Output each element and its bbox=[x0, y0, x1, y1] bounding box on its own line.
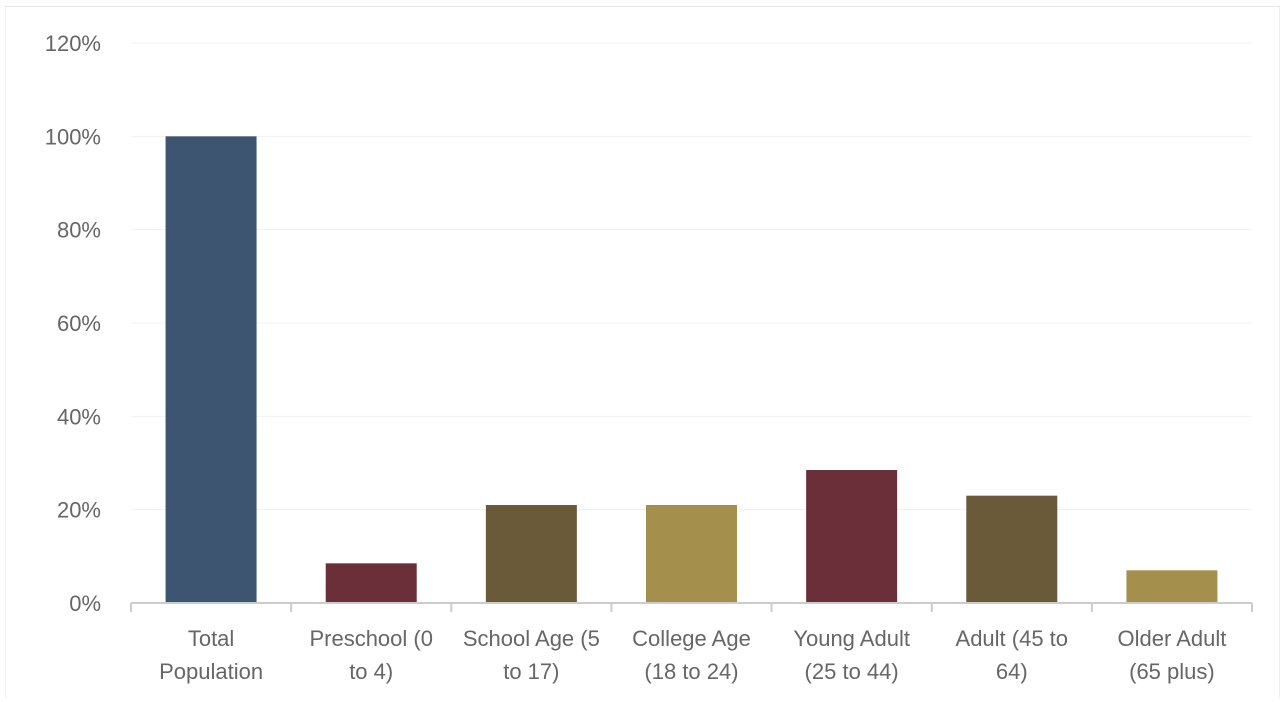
bar bbox=[806, 470, 898, 603]
bar bbox=[485, 505, 577, 603]
y-tick-label: 40% bbox=[57, 404, 101, 429]
x-tick-label: College Age (18 to 24) bbox=[632, 626, 751, 684]
y-tick-labels: 0% 20% 40% 60% 80% 100% 120% bbox=[45, 31, 101, 616]
x-tick-label: Young Adult (25 to 44) bbox=[793, 626, 910, 684]
x-tick-label: Adult (45 to 64) bbox=[956, 626, 1069, 684]
bar bbox=[325, 563, 417, 603]
y-tick-label: 60% bbox=[57, 311, 101, 336]
x-axis bbox=[130, 602, 1253, 612]
bar bbox=[1126, 570, 1218, 603]
gridlines bbox=[131, 42, 1252, 511]
bar bbox=[646, 505, 737, 603]
x-tick-labels: Total Population Preschool (0 to 4) School A… bbox=[159, 626, 1226, 684]
bar bbox=[966, 495, 1058, 603]
y-tick-label: 20% bbox=[57, 498, 101, 523]
y-tick-label: 0% bbox=[69, 591, 101, 616]
chart-frame bbox=[5, 6, 1280, 698]
x-tick-label: Total Population bbox=[159, 626, 263, 684]
x-tick-label: Older Adult (65 plus) bbox=[1118, 626, 1227, 684]
bar bbox=[165, 136, 257, 604]
bars bbox=[165, 136, 1218, 604]
x-tick-label: School Age (5 to 17) bbox=[463, 626, 600, 684]
y-tick-label: 120% bbox=[45, 31, 101, 56]
y-tick-label: 100% bbox=[45, 124, 101, 149]
x-tick-label: Preschool (0 to 4) bbox=[309, 626, 433, 684]
y-tick-label: 80% bbox=[57, 218, 101, 243]
